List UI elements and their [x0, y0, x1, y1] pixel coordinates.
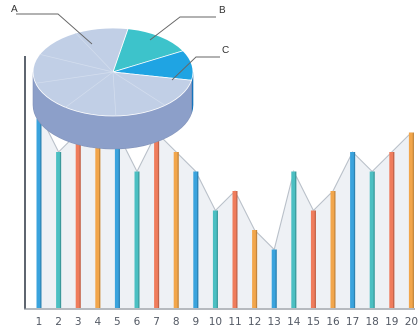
- bar-2: [56, 152, 62, 308]
- bar-edge-1: [40, 113, 42, 308]
- pie-label-C: C: [222, 45, 229, 56]
- x-tick-label: 8: [173, 316, 180, 328]
- x-tick-label: 18: [366, 316, 379, 328]
- bar-3: [75, 132, 81, 308]
- x-tick-label: 1: [36, 316, 43, 328]
- bar-5: [114, 132, 120, 308]
- pie-label-A: A: [11, 4, 18, 15]
- bar-14: [291, 171, 297, 308]
- bar-7: [154, 132, 160, 308]
- trend-area: [39, 113, 412, 308]
- bar-edge-11: [236, 191, 238, 308]
- bar-20: [408, 132, 414, 308]
- x-tick-label: 4: [94, 316, 101, 328]
- x-tick-label: 20: [405, 316, 418, 328]
- x-tick-label: 10: [209, 316, 222, 328]
- x-tick-label: 6: [134, 316, 141, 328]
- bar-edge-6: [138, 171, 140, 308]
- callout-line-B: [149, 16, 216, 41]
- bar-edge-20: [412, 132, 414, 308]
- bar-16: [330, 191, 336, 308]
- bar-edge-4: [99, 132, 101, 308]
- pie-layer: [32, 27, 194, 150]
- x-tick-label: 11: [228, 316, 241, 328]
- bar-9: [193, 171, 199, 308]
- bar-11: [232, 191, 238, 308]
- x-tick-label: 2: [55, 316, 62, 328]
- pie-label-B: B: [219, 5, 226, 16]
- bars-layer: [36, 112, 414, 308]
- pie-facet-line: [65, 71, 114, 108]
- x-tick-label: 14: [287, 316, 301, 328]
- bar-15: [310, 210, 316, 308]
- pie-slice-B: [112, 28, 184, 73]
- callout-line-C: [171, 56, 220, 81]
- bar-edge-5: [118, 132, 120, 308]
- x-tick-label: 15: [307, 316, 320, 328]
- bar-edge-18: [373, 171, 375, 308]
- bar-edge-19: [393, 152, 395, 308]
- bar-6: [134, 171, 140, 308]
- x-tick-label: 9: [192, 316, 199, 328]
- x-tick-label: 19: [385, 316, 398, 328]
- bar-1: [36, 113, 42, 308]
- callout-layer: A B C: [11, 4, 229, 81]
- callout-line-A: [16, 13, 93, 45]
- bar-edge-16: [334, 191, 336, 308]
- bar-12: [252, 230, 258, 308]
- pie-facet-line: [112, 71, 117, 116]
- bar-edge-17: [353, 152, 356, 308]
- bar-edge-9: [197, 171, 199, 308]
- bar-19: [389, 152, 395, 308]
- x-tick-label: 16: [326, 316, 340, 328]
- bar-18: [369, 171, 375, 308]
- x-tick-label: 17: [346, 316, 359, 328]
- bar-edge-3: [79, 132, 81, 308]
- bar-edge-13: [275, 249, 277, 308]
- x-tick-label: 7: [153, 316, 160, 328]
- axis-layer: 1 2 3 4 5 6 7 8 9 10 11 12 13 14 15 16 17 18 19 20: [24, 56, 418, 328]
- bar-10: [212, 210, 218, 308]
- x-tick-label: 12: [248, 316, 261, 328]
- bar-17: [350, 152, 356, 308]
- bar-edge-7: [157, 132, 160, 308]
- pie-facet-line: [35, 71, 114, 84]
- bar-edge-2: [59, 152, 62, 308]
- x-tick-label: 5: [114, 316, 121, 328]
- bar-4: [95, 132, 101, 308]
- bar-edge-15: [314, 210, 316, 308]
- bar-edge-12: [255, 230, 258, 308]
- pie-facet-line: [39, 53, 114, 73]
- bar-edge-14: [295, 171, 297, 308]
- pie-facet-line: [112, 71, 166, 106]
- x-tick-label: 13: [268, 316, 281, 328]
- bar-13: [271, 249, 277, 308]
- bar-8: [173, 152, 179, 308]
- bar-edge-10: [216, 210, 218, 308]
- bar-edge-8: [177, 152, 179, 308]
- x-tick-label: 3: [75, 316, 82, 328]
- pie-facet-line: [75, 32, 114, 73]
